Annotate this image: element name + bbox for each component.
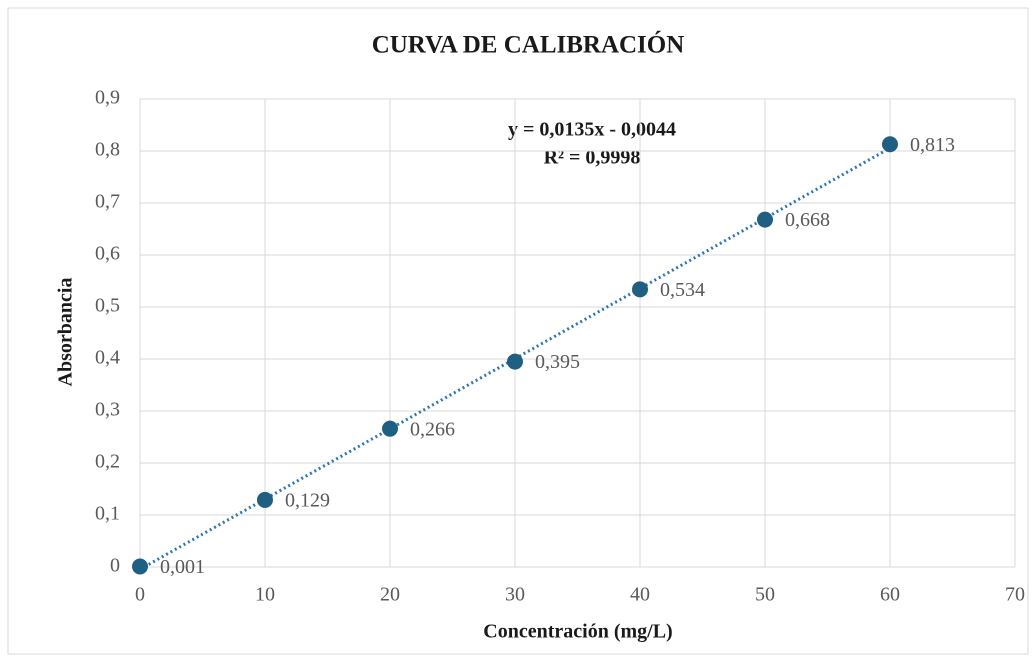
trendline-r2: R² = 0,9998 [544,147,641,169]
y-tick-label: 0,3 [95,399,120,421]
data-label: 0,813 [910,134,955,156]
y-tick-label: 0,8 [95,139,120,161]
y-axis-label: Absorbancia [55,278,77,387]
data-point [132,558,148,575]
data-label: 0,001 [160,556,205,578]
y-tick-label: 0,1 [95,503,120,525]
trendline-equation: y = 0,0135x - 0,0044 [508,119,676,141]
x-tick-label: 30 [505,584,525,606]
data-label: 0,668 [785,209,830,231]
data-label: 0,534 [660,279,705,301]
x-tick-label: 10 [255,584,275,606]
data-point [882,136,898,153]
y-tick-label: 0,9 [95,87,120,109]
y-tick-label: 0,2 [95,451,120,473]
x-axis-label: Concentración (mg/L) [483,621,672,643]
y-tick-label: 0,4 [95,347,120,369]
x-tick-label: 40 [630,584,650,606]
x-tick-label: 50 [755,584,775,606]
data-label: 0,129 [285,490,330,512]
x-tick-label: 60 [880,584,900,606]
data-label: 0,395 [535,351,580,373]
chart-border [7,7,1029,655]
data-point [507,353,523,370]
y-tick-label: 0,5 [95,295,120,317]
data-point [382,420,398,437]
x-tick-label: 70 [1005,584,1025,606]
data-point [632,281,648,298]
y-tick-label: 0,7 [95,191,120,213]
data-point [257,491,273,508]
data-point [757,211,773,228]
x-tick-label: 0 [135,584,145,606]
y-tick-label: 0 [110,555,120,577]
chart-title: CURVA DE CALIBRACIÓN [372,31,685,59]
y-tick-label: 0,6 [95,243,120,265]
data-label: 0,266 [410,418,455,440]
x-tick-label: 20 [380,584,400,606]
